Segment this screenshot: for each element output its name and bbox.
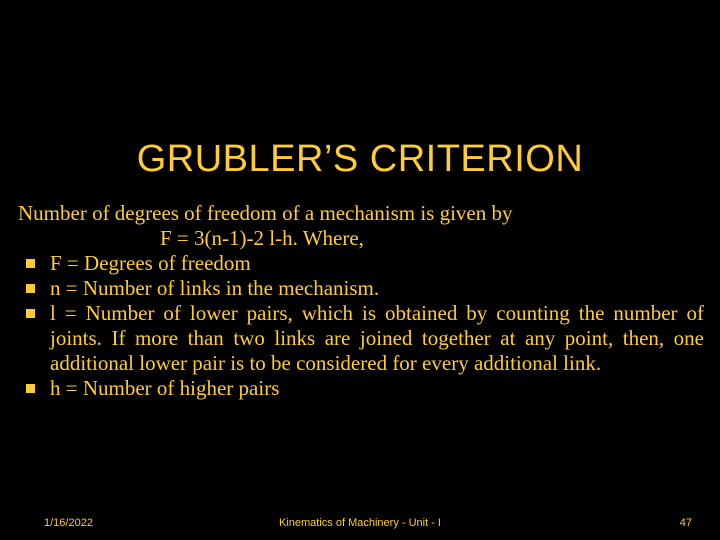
bullet-text: n = Number of links in the mechanism.	[50, 276, 379, 300]
bullet-text: l = Number of lower pairs, which is obta…	[50, 301, 704, 375]
bullet-list: F = Degrees of freedom n = Number of lin…	[50, 251, 704, 401]
bullet-icon	[26, 284, 35, 293]
footer-center: Kinematics of Machinery - Unit - I	[240, 517, 480, 529]
bullet-icon	[26, 259, 35, 268]
bullet-icon	[26, 309, 35, 318]
intro-text: Number of degrees of freedom of a mechan…	[18, 201, 513, 226]
list-item: h = Number of higher pairs	[50, 376, 704, 401]
footer-pagenum: 47	[680, 517, 692, 529]
list-item: F = Degrees of freedom	[50, 251, 704, 276]
list-item: n = Number of links in the mechanism.	[50, 276, 704, 301]
bullet-text: F = Degrees of freedom	[50, 251, 251, 275]
bullet-icon	[26, 384, 35, 393]
footer-date: 1/16/2022	[44, 517, 93, 529]
bullet-text: h = Number of higher pairs	[50, 376, 279, 400]
slide-title: GRUBLER’S CRITERION	[0, 138, 720, 181]
slide: GRUBLER’S CRITERION Number of degrees of…	[0, 0, 720, 540]
formula-text: F = 3(n-1)-2 l-h. Where,	[160, 226, 364, 251]
list-item: l = Number of lower pairs, which is obta…	[50, 301, 704, 376]
